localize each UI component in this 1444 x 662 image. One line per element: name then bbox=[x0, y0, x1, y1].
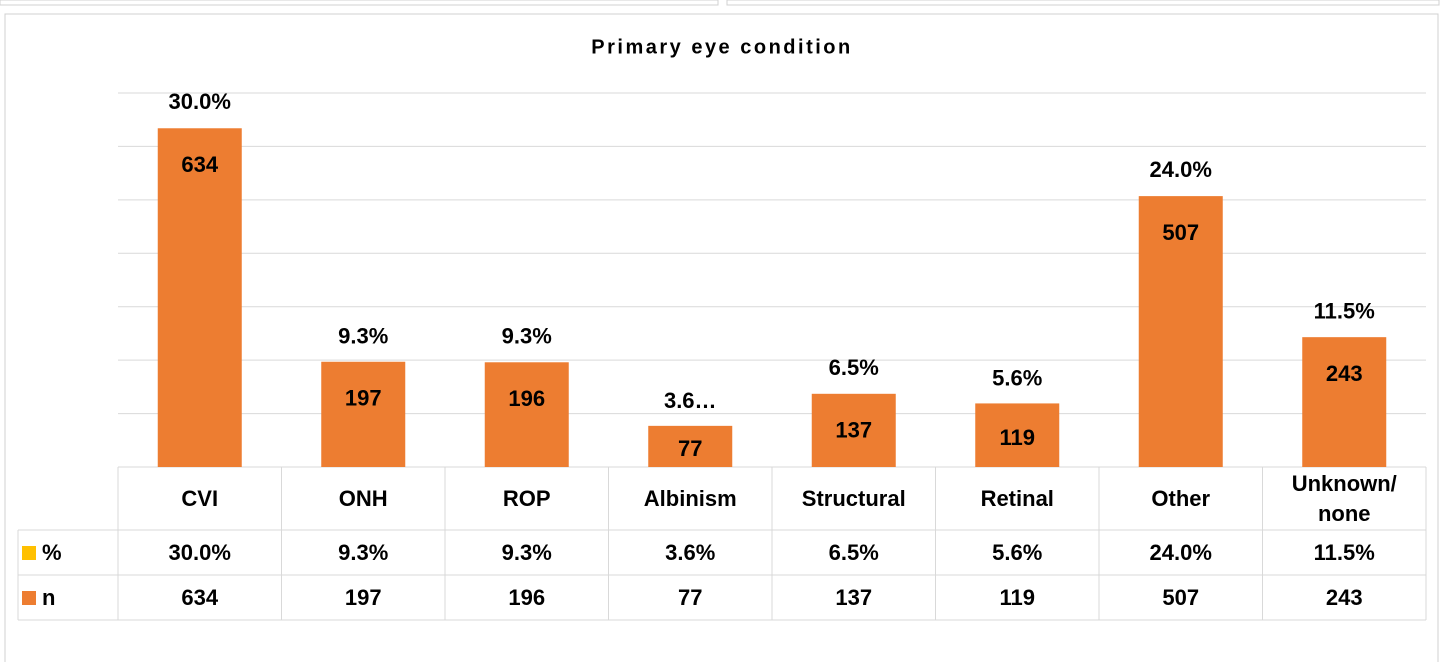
data-label: 196 bbox=[508, 386, 545, 411]
bar bbox=[321, 361, 406, 467]
category-label: ROP bbox=[502, 485, 551, 511]
percent-point bbox=[525, 360, 529, 364]
table-n: 634 bbox=[181, 584, 219, 610]
data-label: 243 bbox=[1326, 361, 1363, 386]
table-percent: 11.5% bbox=[1313, 539, 1375, 565]
percent-point bbox=[1342, 335, 1346, 339]
data-label: 137 bbox=[835, 418, 872, 443]
data-label: 634 bbox=[181, 152, 218, 177]
data-label: 77 bbox=[678, 436, 702, 461]
percent-point bbox=[361, 360, 365, 364]
table-n: 137 bbox=[835, 584, 873, 610]
table-percent: 3.6% bbox=[665, 539, 716, 565]
table-percent: 9.3% bbox=[338, 539, 389, 565]
percent-point bbox=[1015, 402, 1019, 406]
data-label: 507 bbox=[1162, 220, 1199, 245]
legend-cell: % bbox=[18, 530, 118, 575]
table-percent: 24.0% bbox=[1149, 539, 1212, 565]
bar bbox=[157, 128, 242, 467]
legend-label: % bbox=[42, 539, 62, 565]
legend-cell: n bbox=[18, 575, 118, 620]
percent-label: 30.0% bbox=[169, 89, 231, 114]
data-label: 197 bbox=[345, 386, 382, 411]
percent-point bbox=[688, 424, 692, 428]
percent-point bbox=[198, 125, 202, 129]
category-label: Other bbox=[1151, 485, 1211, 511]
category-label: Structural bbox=[801, 485, 906, 511]
category-label: Retinal bbox=[980, 485, 1054, 511]
table-n: 119 bbox=[999, 584, 1036, 610]
percent-label: 3.6… bbox=[664, 388, 717, 413]
top-panel bbox=[726, 0, 1440, 6]
table-percent: 30.0% bbox=[168, 539, 231, 565]
table-n: 507 bbox=[1162, 584, 1200, 610]
bar bbox=[811, 393, 896, 467]
percent-label: 9.3% bbox=[338, 323, 388, 348]
legend-label: n bbox=[42, 584, 56, 610]
table-n: 77 bbox=[678, 584, 703, 610]
bar bbox=[1302, 337, 1387, 467]
percent-label: 5.6% bbox=[992, 365, 1042, 390]
legend-key bbox=[22, 545, 36, 560]
percent-label: 6.5% bbox=[829, 355, 879, 380]
percent-point bbox=[852, 391, 856, 395]
bar bbox=[975, 403, 1060, 467]
table-n: 196 bbox=[508, 584, 546, 610]
table-percent: 5.6% bbox=[992, 539, 1043, 565]
bar bbox=[1138, 196, 1223, 468]
bar bbox=[648, 425, 733, 467]
category-label: Albinism bbox=[643, 485, 737, 511]
percent-label: 24.0% bbox=[1150, 157, 1212, 182]
category-label: CVI bbox=[181, 485, 219, 511]
category-label: Unknown/ none bbox=[1291, 470, 1397, 526]
chart-title: Primary eye condition bbox=[591, 36, 852, 58]
table-n: 243 bbox=[1325, 584, 1363, 610]
bar bbox=[484, 362, 569, 467]
legend-key bbox=[22, 590, 36, 605]
percent-point bbox=[1179, 193, 1183, 197]
top-panel bbox=[0, 0, 719, 6]
percent-label: 11.5% bbox=[1314, 298, 1375, 323]
table-n: 197 bbox=[344, 584, 382, 610]
percent-label: 9.3% bbox=[502, 323, 552, 348]
category-label: ONH bbox=[338, 485, 388, 511]
table-percent: 6.5% bbox=[828, 539, 879, 565]
data-label: 119 bbox=[1000, 425, 1036, 450]
table-percent: 9.3% bbox=[501, 539, 552, 565]
